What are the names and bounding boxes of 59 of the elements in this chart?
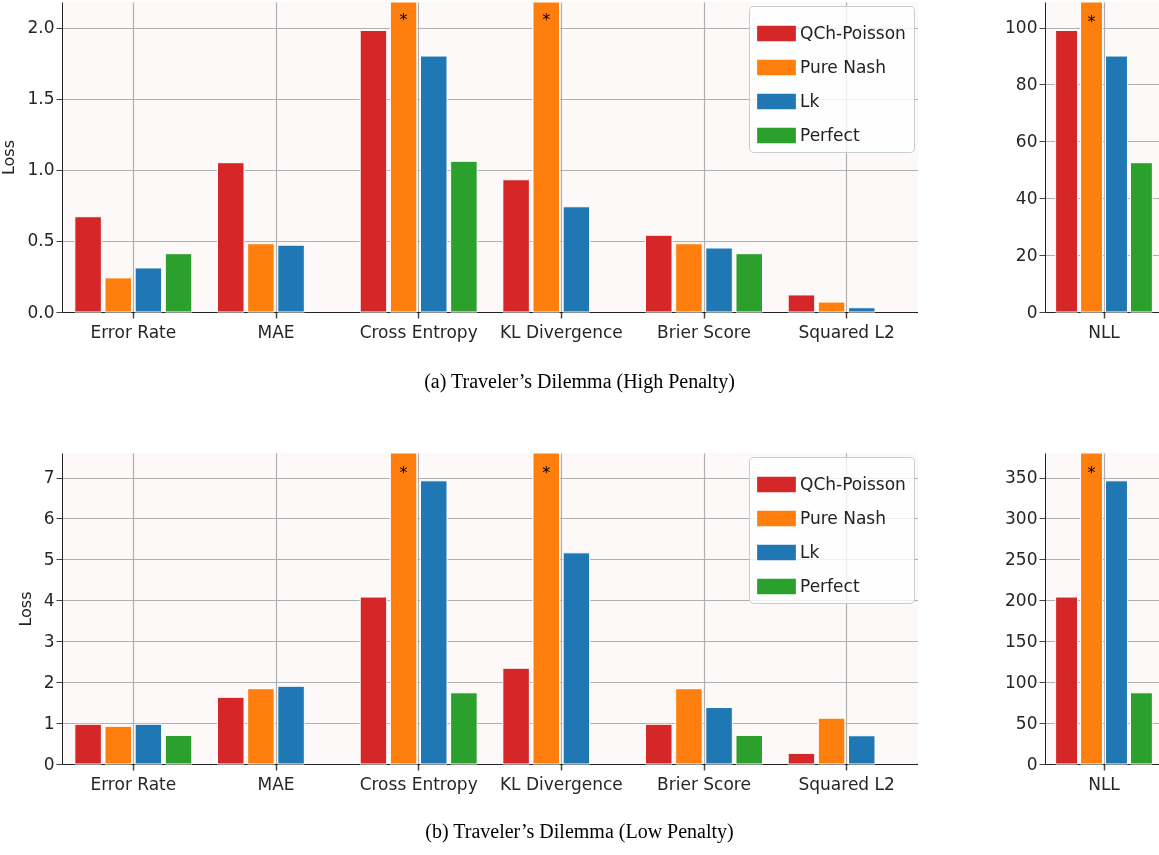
annotation: *: [1087, 463, 1096, 483]
x-tick-label: Brier Score: [657, 773, 751, 794]
y-tick-label: 40: [1015, 187, 1038, 208]
y-tick-label: 0.0: [27, 301, 55, 322]
legend-label: Lk: [800, 90, 820, 111]
y-tick-label: 60: [1015, 130, 1038, 151]
annotation: *: [542, 463, 551, 483]
x-tick-label: Error Rate: [90, 773, 177, 794]
x-tick-label: Cross Entropy: [359, 773, 478, 794]
text: (a) Traveler’s Dilemma (High Penalty): [423, 370, 736, 393]
x-tick-label: NLL: [1088, 773, 1121, 794]
legend-label: Pure Nash: [800, 56, 886, 77]
y-tick-label: 5: [43, 548, 55, 569]
y-tick-label: 100: [1005, 671, 1038, 692]
x-tick-label: Cross Entropy: [359, 321, 478, 342]
y-tick-label: 2.0: [27, 17, 55, 38]
y-tick-label: 350: [1005, 467, 1038, 488]
x-tick-label: KL Divergence: [499, 773, 623, 794]
y-tick-label: 200: [1005, 589, 1038, 610]
x-tick-label: Error Rate: [90, 321, 177, 342]
y-tick-label: 0: [1026, 753, 1038, 774]
x-tick-label: MAE: [257, 773, 295, 794]
annotation: *: [399, 463, 408, 483]
y-tick-label: 100: [1005, 17, 1038, 38]
annotation: *: [399, 10, 408, 30]
x-tick-label: KL Divergence: [499, 321, 623, 342]
legend-label: QCh-Poisson: [800, 22, 906, 43]
y-tick-label: 4: [43, 589, 55, 610]
annotation: *: [1087, 11, 1096, 31]
y-tick-label: 50: [1015, 712, 1038, 733]
y-tick-label: 0: [1026, 301, 1038, 322]
legend-label: Perfect: [800, 575, 860, 596]
y-tick-label: 1.0: [27, 159, 55, 180]
y-tick-label: 300: [1005, 507, 1038, 528]
x-tick-label: NLL: [1088, 321, 1121, 342]
x-tick-label: Squared L2: [798, 321, 895, 342]
y-tick-label: 7: [43, 467, 55, 488]
legend-label: Pure Nash: [800, 507, 886, 528]
legend-label: Perfect: [800, 124, 860, 145]
annotation: *: [542, 10, 551, 30]
y-tick-label: 250: [1005, 548, 1038, 569]
y-tick-label: 3: [43, 630, 55, 651]
y-tick-label: 1.5: [27, 88, 55, 109]
y-tick-label: 150: [1005, 630, 1038, 651]
legend-label: QCh-Poisson: [800, 473, 906, 494]
x-tick-label: MAE: [257, 321, 295, 342]
y-tick-label: 6: [43, 507, 55, 528]
y-tick-label: 0.5: [27, 230, 55, 251]
legend-label: Lk: [800, 541, 820, 562]
y-tick-label: 1: [43, 712, 55, 733]
x-tick-label: Squared L2: [798, 773, 895, 794]
text: (b) Traveler’s Dilemma (Low Penalty): [424, 820, 735, 843]
y-tick-label: 2: [43, 671, 55, 692]
y-tick-label: 20: [1015, 244, 1038, 265]
y-tick-label: 0: [43, 753, 55, 774]
y-tick-label: 80: [1015, 73, 1038, 94]
y-axis-title: Loss: [15, 591, 35, 627]
x-tick-label: Brier Score: [657, 321, 751, 342]
y-axis-title: Loss: [0, 139, 19, 176]
